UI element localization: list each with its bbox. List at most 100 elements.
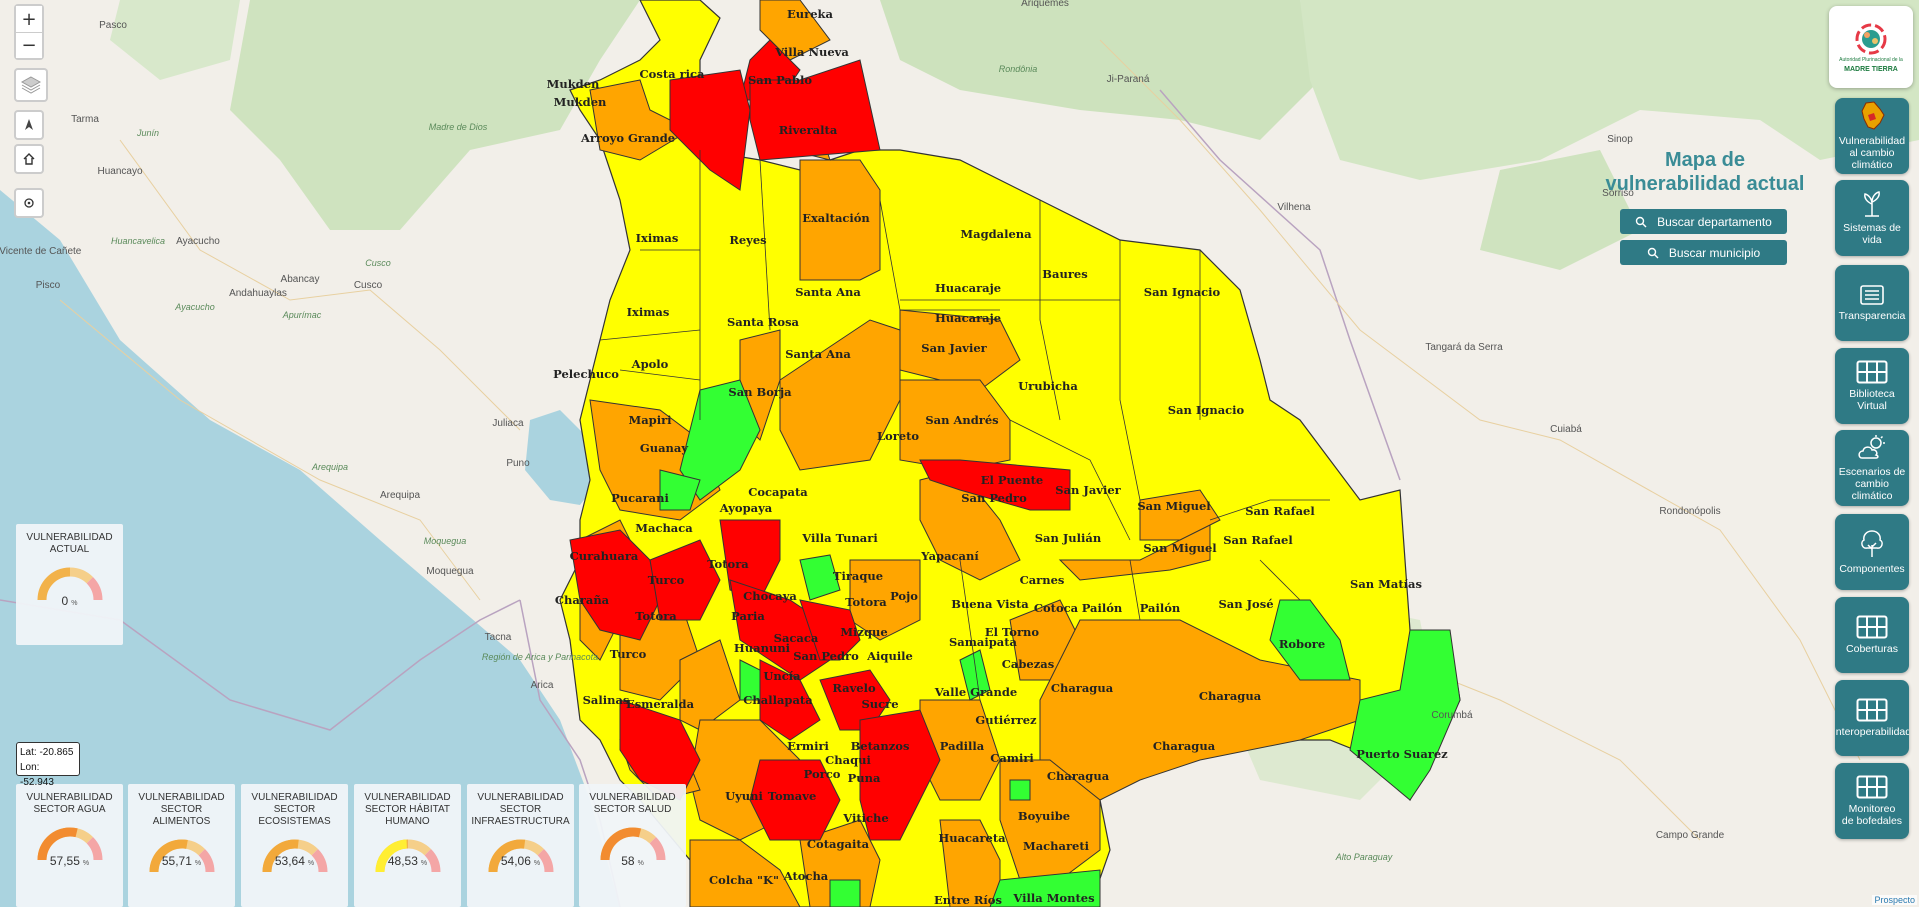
municipality-label[interactable]: Challapata	[743, 693, 813, 707]
nav-coberturas-button[interactable]: Coberturas	[1835, 597, 1909, 673]
nav-componentes-button[interactable]: Componentes	[1835, 514, 1909, 590]
logo[interactable]: Autoridad Plurinacional de la MADRE TIER…	[1829, 6, 1913, 88]
nav-transparencia-button[interactable]: Transparencia	[1835, 265, 1909, 341]
zoom-out-button[interactable]: −	[16, 32, 42, 58]
municipality-label[interactable]: San Julián	[1035, 531, 1102, 545]
municipality-label[interactable]: Porco	[804, 767, 841, 781]
municipality-label[interactable]: Sucre	[861, 697, 898, 711]
municipality-label[interactable]: Colcha "K"	[709, 873, 779, 887]
attribution[interactable]: Prospecto	[1872, 895, 1917, 905]
municipality-label[interactable]: Mapiri	[628, 413, 672, 427]
nav-sistemas-de-button[interactable]: Sistemas de vida	[1835, 180, 1909, 256]
search-municipality-button[interactable]: Buscar municipio	[1620, 240, 1787, 265]
home-button[interactable]	[14, 144, 44, 174]
municipality-label[interactable]: Villa Montes	[1012, 891, 1094, 905]
municipality-label[interactable]: Apolo	[631, 357, 669, 371]
municipality-label[interactable]: Camiri	[990, 751, 1034, 765]
municipality-label[interactable]: Robore	[1279, 637, 1325, 651]
municipality-label[interactable]: Esmeralda	[626, 697, 695, 711]
municipality-label[interactable]: El Puente	[981, 473, 1043, 487]
municipality-label[interactable]: Cocapata	[748, 485, 808, 499]
municipality-label[interactable]: Chaqui	[825, 753, 871, 767]
municipality-label[interactable]: Turco	[610, 647, 647, 661]
municipality-label[interactable]: San Pablo	[748, 73, 812, 87]
nav-interoperabilidad-button[interactable]: Interoperabilidad	[1835, 680, 1909, 756]
municipality-label[interactable]: San Andrés	[925, 413, 998, 427]
municipality-label[interactable]: Atocha	[783, 869, 829, 883]
layers-button[interactable]	[14, 68, 48, 102]
municipality-label[interactable]: San Matías	[1350, 577, 1422, 591]
municipality-label[interactable]: Puerto Suarez	[1356, 747, 1448, 761]
municipality-label[interactable]: Urubicha	[1018, 379, 1078, 393]
municipality-label[interactable]: Mukden	[554, 95, 607, 109]
municipality-label[interactable]: San Ignacio	[1168, 403, 1245, 417]
municipality-label[interactable]: Sacaca	[774, 631, 819, 645]
municipality-label[interactable]: Carnes	[1020, 573, 1065, 587]
municipality-label[interactable]: San José	[1218, 597, 1273, 611]
municipality-label[interactable]: Charagua	[1051, 681, 1114, 695]
municipality-label[interactable]: Loreto	[877, 429, 919, 443]
municipality-label[interactable]: Santa Rosa	[727, 315, 800, 329]
municipality-label[interactable]: Tiraque	[833, 569, 883, 583]
municipality-label[interactable]: Buena Vista	[951, 597, 1029, 611]
municipality-label[interactable]: Pojo	[890, 589, 918, 603]
municipality-label[interactable]: Paria	[731, 609, 765, 623]
municipality-label[interactable]: Pailón	[1140, 601, 1181, 615]
municipality-label[interactable]: Huacaraje	[935, 281, 1001, 295]
municipality-label[interactable]: San Pedro	[961, 491, 1027, 505]
municipality-label[interactable]: Ayopaya	[719, 501, 773, 515]
municipality-label[interactable]: Charagua	[1047, 769, 1110, 783]
municipality-label[interactable]: Vitiche	[842, 811, 888, 825]
nav-vulnerabilidad-button[interactable]: Vulnerabilidad al cambio climático	[1835, 98, 1909, 174]
municipality-label[interactable]: San Borja	[728, 385, 792, 399]
nav-monitoreo-button[interactable]: Monitoreo de bofedales	[1835, 763, 1909, 839]
north-button[interactable]	[14, 110, 44, 140]
municipality-label[interactable]: San Javier	[1055, 483, 1121, 497]
municipality-label[interactable]: Charaña	[555, 593, 610, 607]
municipality-label[interactable]: Pailón	[1082, 601, 1123, 615]
municipality-label[interactable]: San Rafael	[1245, 504, 1315, 518]
municipality-label[interactable]: Padilla	[940, 739, 985, 753]
municipality-label[interactable]: Santa Ana	[785, 347, 851, 361]
zoom-in-button[interactable]: +	[16, 6, 42, 32]
municipality-label[interactable]: Totora	[707, 557, 749, 571]
municipality-label[interactable]: Betanzos	[851, 739, 910, 753]
municipality-label[interactable]: Cabezas	[1002, 657, 1054, 671]
municipality-label[interactable]: El Torno	[985, 625, 1039, 639]
municipality-label[interactable]: San Pedro	[793, 649, 859, 663]
municipality-label[interactable]: Totora	[845, 595, 887, 609]
municipality-label[interactable]: Huanuni	[734, 641, 791, 655]
municipality-label[interactable]: Exaltación	[802, 211, 870, 225]
municipality-label[interactable]: San Rafael	[1223, 533, 1293, 547]
municipality-label[interactable]: Baures	[1042, 267, 1087, 281]
municipality-label[interactable]: Iximas	[636, 231, 679, 245]
municipality-label[interactable]: Chocaya	[743, 589, 797, 603]
municipality-label[interactable]: Aiquile	[866, 649, 913, 663]
municipality-label[interactable]: Tomave	[768, 789, 817, 803]
municipality-label[interactable]: Salinas	[583, 693, 630, 707]
municipality-label[interactable]: Cotoca	[1034, 601, 1079, 615]
municipality-label[interactable]: Samaipata	[949, 635, 1018, 649]
municipality-label[interactable]: Gutiérrez	[975, 713, 1037, 727]
municipality-label[interactable]: Cotagaita	[807, 837, 870, 851]
municipality-label[interactable]: Boyuibe	[1018, 809, 1070, 823]
municipality-label[interactable]: Mukden	[547, 77, 600, 91]
municipality-label[interactable]: Villa Nueva	[774, 45, 849, 59]
municipality-label[interactable]: Ravelo	[832, 681, 876, 695]
municipality-label[interactable]: Mizque	[840, 625, 887, 639]
municipality-label[interactable]: San Javier	[921, 341, 987, 355]
municipality-label[interactable]: Uncía	[763, 669, 801, 683]
search-department-button[interactable]: Buscar departamento	[1620, 209, 1787, 234]
municipality-label[interactable]: San Miguel	[1137, 499, 1211, 513]
nav-biblioteca-button[interactable]: Biblioteca Virtual	[1835, 348, 1909, 424]
municipality-label[interactable]: Yapacaní	[920, 549, 979, 563]
municipality-label[interactable]: Iximas	[627, 305, 670, 319]
municipality-label[interactable]: Machaca	[635, 521, 693, 535]
municipality-label[interactable]: Ermiri	[787, 739, 829, 753]
municipality-label[interactable]: Guanay	[640, 441, 688, 455]
municipality-label[interactable]: Entre Ríos	[934, 893, 1002, 907]
municipality-label[interactable]: Machareti	[1023, 839, 1090, 853]
municipality-label[interactable]: San Miguel	[1143, 541, 1217, 555]
municipality-label[interactable]: Riveralta	[779, 123, 838, 137]
municipality-label[interactable]: Turco	[648, 573, 685, 587]
